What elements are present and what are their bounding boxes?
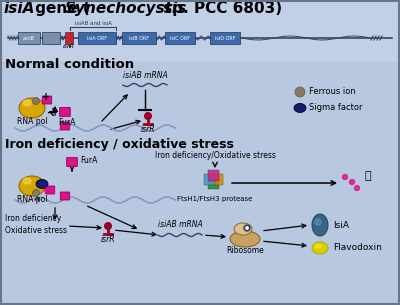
Bar <box>204 174 215 185</box>
FancyBboxPatch shape <box>45 186 55 194</box>
Text: Sigma factor: Sigma factor <box>309 103 362 113</box>
Ellipse shape <box>315 244 321 248</box>
Text: isiB ORF: isiB ORF <box>129 35 149 41</box>
Ellipse shape <box>234 223 252 235</box>
Bar <box>208 178 219 189</box>
Circle shape <box>244 225 250 231</box>
Circle shape <box>145 113 151 119</box>
Text: isiAB mRNA: isiAB mRNA <box>123 71 167 80</box>
Ellipse shape <box>19 98 45 118</box>
FancyBboxPatch shape <box>60 107 70 117</box>
Text: isiA ORF: isiA ORF <box>87 35 107 41</box>
Text: Iron deficiency/Oxidative stress: Iron deficiency/Oxidative stress <box>154 151 276 160</box>
Text: +: + <box>42 92 50 102</box>
Bar <box>122 32 156 44</box>
Text: RNA pol: RNA pol <box>17 117 47 126</box>
Circle shape <box>246 227 248 229</box>
Text: FurA: FurA <box>58 118 76 127</box>
FancyBboxPatch shape <box>60 122 70 130</box>
Bar <box>165 32 195 44</box>
Bar <box>208 170 219 181</box>
Text: asnB: asnB <box>23 35 35 41</box>
Text: Iron deficiency / oxidative stress: Iron deficiency / oxidative stress <box>5 138 234 151</box>
Text: isrR: isrR <box>101 235 115 244</box>
Text: Iron deficiency
Oxidative stress: Iron deficiency Oxidative stress <box>5 214 67 235</box>
Circle shape <box>295 87 305 97</box>
Bar <box>78 32 116 44</box>
Text: Ribosome: Ribosome <box>226 246 264 255</box>
Text: Ferrous ion: Ferrous ion <box>309 88 356 96</box>
Text: isiAB and isiA: isiAB and isiA <box>74 21 112 26</box>
Ellipse shape <box>36 180 48 188</box>
Ellipse shape <box>312 242 328 254</box>
Bar <box>0 0 400 60</box>
FancyBboxPatch shape <box>42 96 52 104</box>
Bar <box>65 32 73 44</box>
Circle shape <box>105 223 111 229</box>
Ellipse shape <box>23 178 31 184</box>
Circle shape <box>32 189 40 196</box>
Bar <box>212 174 223 185</box>
Circle shape <box>350 180 354 185</box>
Circle shape <box>354 185 360 191</box>
Text: sp. PCC 6803): sp. PCC 6803) <box>158 1 282 16</box>
Text: Normal condition: Normal condition <box>5 58 134 71</box>
Text: FtsH1/FtsH3 protease: FtsH1/FtsH3 protease <box>177 196 253 202</box>
Text: RNA pol: RNA pol <box>17 195 47 204</box>
Ellipse shape <box>230 231 260 247</box>
Text: isiA: isiA <box>4 1 35 16</box>
Text: isiC ORF: isiC ORF <box>170 35 190 41</box>
Bar <box>42 32 60 44</box>
Ellipse shape <box>294 103 306 113</box>
FancyBboxPatch shape <box>67 157 77 167</box>
Circle shape <box>342 174 348 180</box>
Ellipse shape <box>312 214 328 236</box>
Ellipse shape <box>19 176 45 196</box>
Text: FurA: FurA <box>80 156 97 165</box>
Text: Flavodoxin: Flavodoxin <box>333 243 382 253</box>
FancyBboxPatch shape <box>60 192 70 200</box>
Text: IsiA: IsiA <box>333 221 349 229</box>
Text: Synechocystis: Synechocystis <box>65 1 187 16</box>
Text: gene (: gene ( <box>30 1 90 16</box>
Text: 🏃: 🏃 <box>365 171 371 181</box>
Text: isiD ORF: isiD ORF <box>215 35 235 41</box>
Text: isrR: isrR <box>141 125 155 134</box>
Bar <box>18 32 40 44</box>
Text: isrR: isrR <box>63 44 75 49</box>
Ellipse shape <box>23 100 31 106</box>
Text: +: + <box>42 186 50 196</box>
Ellipse shape <box>315 219 321 225</box>
Bar <box>210 32 240 44</box>
Text: isiAB mRNA: isiAB mRNA <box>158 220 202 229</box>
Circle shape <box>32 98 40 105</box>
